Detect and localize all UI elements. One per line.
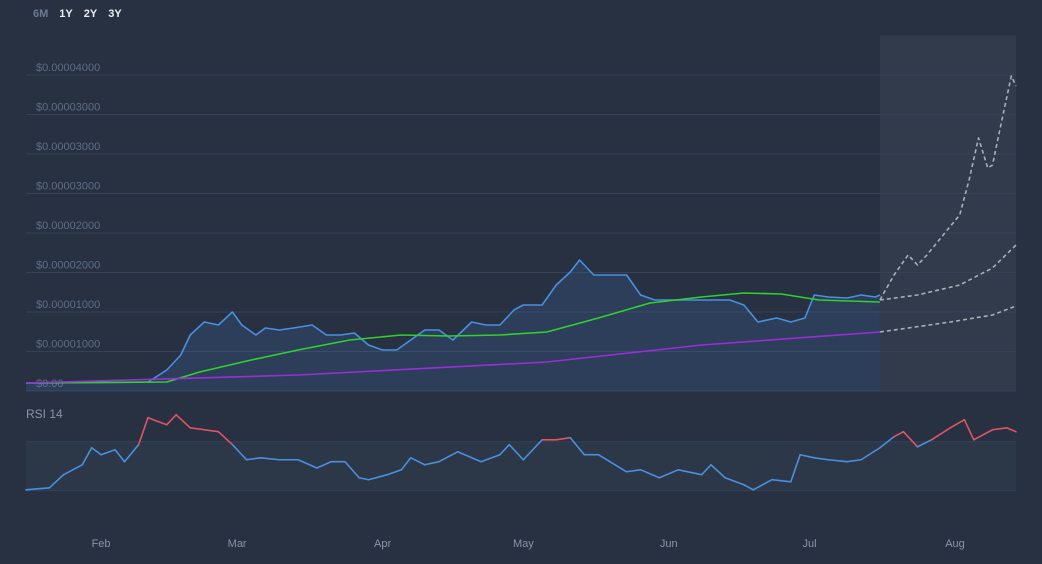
line: [25, 292, 880, 384]
rsi-segment: [400, 456, 412, 471]
rsi-segment: [789, 453, 801, 483]
y-tick-label: $0.00001000: [36, 338, 100, 350]
x-tick-label: Apr: [374, 538, 391, 550]
rsi-segment: [771, 478, 792, 483]
forecast-line: [879, 305, 1017, 333]
rsi-segment: [930, 426, 952, 441]
rsi-segment: [963, 418, 975, 441]
rsi-segment: [724, 476, 745, 486]
rsi-segment: [799, 453, 816, 459]
y-tick-label: $0.00004000: [36, 62, 100, 74]
rsi-segment: [743, 483, 755, 491]
x-tick-label: Feb: [92, 538, 111, 550]
line: [25, 331, 880, 384]
rsi-segment: [316, 460, 332, 469]
rsi-segment: [358, 476, 370, 481]
rsi-segment: [297, 458, 318, 469]
rsi-segment: [710, 463, 726, 479]
rsi-segment: [245, 456, 262, 461]
rsi-segment: [949, 418, 966, 429]
rsi-segment: [90, 446, 102, 456]
x-tick-label: Mar: [228, 538, 247, 550]
rsi-segment: [916, 438, 933, 448]
range-button[interactable]: 3Y: [108, 8, 122, 20]
rsi-segment: [81, 446, 93, 466]
rsi-segment: [522, 438, 543, 461]
rsi-segment: [367, 473, 389, 481]
rsi-segment: [189, 426, 206, 431]
rsi-segment: [569, 436, 586, 456]
rsi-segment: [438, 450, 459, 463]
x-tick-label: Jul: [803, 538, 817, 550]
forecast-line: [879, 244, 1017, 301]
y-tick-label: $0.00003000: [36, 141, 100, 153]
rsi-band: [26, 441, 1016, 491]
rsi-segment: [597, 453, 628, 473]
rsi-segment: [217, 430, 234, 446]
rsi-segment: [991, 426, 1008, 431]
rsi-segment: [386, 469, 403, 476]
rsi-segment: [259, 456, 281, 461]
rsi-segment: [424, 460, 440, 466]
rsi-title: RSI 14: [26, 407, 63, 421]
rsi-segment: [62, 463, 84, 476]
rsi-segment: [344, 460, 360, 479]
rsi-segment: [25, 487, 51, 491]
range-button[interactable]: 6M: [33, 8, 48, 20]
x-tick-label: Aug: [945, 538, 965, 550]
rsi-segment: [175, 413, 192, 429]
rsi-segment: [625, 469, 642, 473]
forecast-region: [879, 35, 1016, 391]
rsi-segment: [137, 416, 149, 446]
rsi-segment: [480, 453, 501, 463]
line: [25, 259, 881, 384]
x-tick-label: Jun: [660, 538, 678, 550]
rsi-segment: [677, 469, 703, 476]
rsi-segment: [456, 450, 482, 463]
rsi-segment: [555, 436, 572, 441]
rsi-segment: [700, 463, 712, 476]
x-tick-label: May: [513, 538, 534, 550]
rsi-segment: [508, 443, 525, 461]
rsi-segment: [231, 443, 248, 461]
rsi-segment: [165, 413, 177, 426]
y-tick-label: $0.00001000: [36, 299, 100, 311]
rsi-segment: [902, 430, 919, 448]
rsi-segment: [658, 469, 679, 479]
rsi-segment: [827, 458, 848, 463]
range-buttons: 6M 1Y 2Y 3Y: [33, 8, 122, 20]
y-tick-label: $0.00: [36, 378, 64, 390]
price-area: [26, 260, 880, 391]
rsi-segment: [860, 446, 881, 461]
rsi-segment: [203, 428, 220, 433]
rsi-segment: [100, 448, 116, 456]
rsi-segment: [409, 456, 426, 466]
rsi-segment: [813, 456, 830, 461]
forecast-line: [879, 75, 1017, 301]
rsi-segment: [48, 473, 65, 489]
rsi-segment: [639, 469, 661, 479]
y-tick-label: $0.00003000: [36, 101, 100, 113]
rsi-segment: [752, 478, 773, 491]
rsi-segment: [972, 428, 994, 441]
y-tick-label: $0.00003000: [36, 180, 100, 192]
range-button[interactable]: 2Y: [84, 8, 98, 20]
rsi-segment: [1005, 426, 1017, 433]
rsi-segment: [147, 416, 168, 426]
rsi-segment: [499, 443, 511, 456]
y-tick-label: $0.00002000: [36, 220, 100, 232]
rsi-segment: [123, 443, 140, 463]
rsi-segment: [879, 435, 895, 449]
rsi-segment: [846, 458, 862, 463]
rsi-segment: [114, 448, 126, 463]
y-tick-label: $0.00002000: [36, 259, 100, 271]
range-button[interactable]: 1Y: [59, 8, 73, 20]
rsi-segment: [893, 430, 905, 438]
